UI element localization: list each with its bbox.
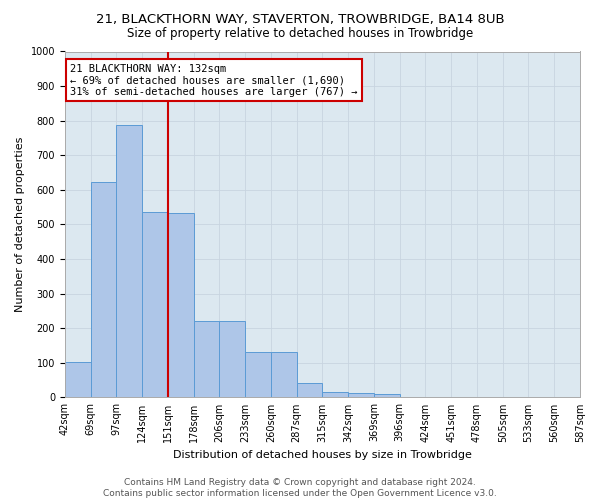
Bar xyxy=(374,394,400,398)
Bar xyxy=(220,321,245,398)
Text: Size of property relative to detached houses in Trowbridge: Size of property relative to detached ho… xyxy=(127,28,473,40)
Text: 21 BLACKTHORN WAY: 132sqm
← 69% of detached houses are smaller (1,690)
31% of se: 21 BLACKTHORN WAY: 132sqm ← 69% of detac… xyxy=(70,64,358,97)
Bar xyxy=(168,212,194,398)
X-axis label: Distribution of detached houses by size in Trowbridge: Distribution of detached houses by size … xyxy=(173,450,472,460)
Bar xyxy=(91,182,116,398)
Bar xyxy=(322,392,348,398)
Text: 21, BLACKTHORN WAY, STAVERTON, TROWBRIDGE, BA14 8UB: 21, BLACKTHORN WAY, STAVERTON, TROWBRIDG… xyxy=(95,12,505,26)
Bar xyxy=(142,212,168,398)
Bar xyxy=(271,352,296,398)
Bar xyxy=(65,362,91,398)
Y-axis label: Number of detached properties: Number of detached properties xyxy=(15,137,25,312)
Bar xyxy=(348,392,374,398)
Bar xyxy=(194,322,220,398)
Text: Contains HM Land Registry data © Crown copyright and database right 2024.
Contai: Contains HM Land Registry data © Crown c… xyxy=(103,478,497,498)
Bar xyxy=(245,352,271,398)
Bar xyxy=(296,383,322,398)
Bar xyxy=(116,125,142,398)
